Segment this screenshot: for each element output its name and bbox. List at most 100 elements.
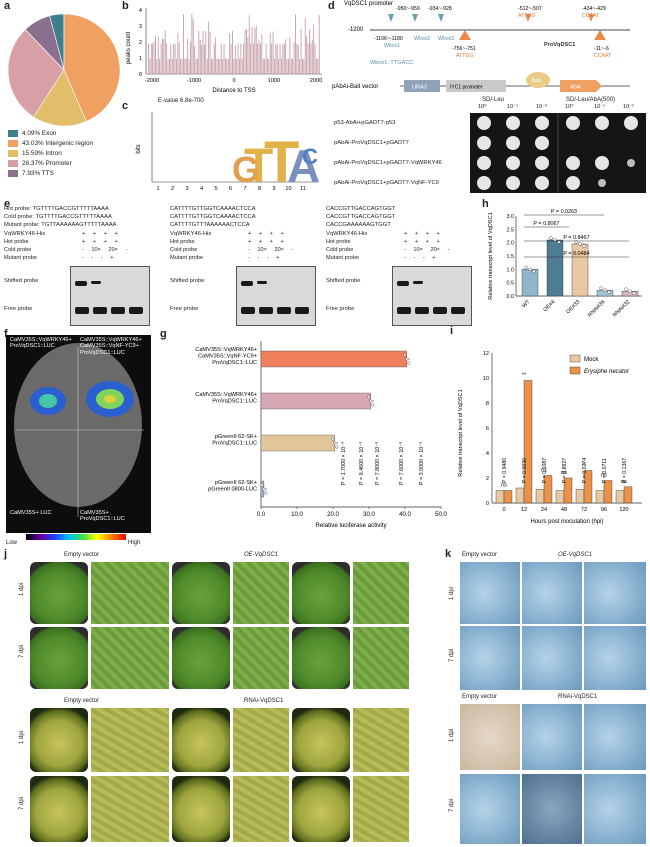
motif-letter-t2: T (264, 130, 299, 194)
hist-bar (198, 31, 200, 74)
hist-bar (278, 58, 280, 74)
gel-band (295, 307, 309, 314)
i-sig: ns (601, 473, 607, 479)
k-7dpi-bottom: 7 dpi (449, 798, 456, 812)
legend-label: 4.09% Exon (22, 129, 57, 137)
h-ytick: 1.5 (507, 254, 515, 260)
gel-band (129, 307, 143, 314)
hist-bar (261, 34, 263, 74)
micro-image (522, 626, 582, 690)
microscopy-panel: Empty vector OE-VqDSC1 1 dpi 7 dpi Empty… (448, 552, 648, 847)
panel-label-j: j (4, 548, 8, 560)
i-xtick: 0 (502, 507, 505, 513)
leaf-zoom (91, 776, 169, 842)
site-m2-range: -11~-6 (594, 46, 609, 52)
yeast-colony (598, 179, 606, 187)
h-ytick: 0.5 (507, 281, 515, 287)
hist-xlabel: Distance to TSS (212, 88, 255, 94)
yeast-colony (506, 116, 520, 130)
wbox3-range: -934~-928 (428, 6, 452, 12)
hist-bar (239, 58, 240, 74)
leaf-zoom (233, 562, 289, 624)
motif-xtick: 10 (285, 186, 291, 192)
g-category-label: pGreenII 0800-LUC (208, 486, 257, 492)
i-bar (535, 489, 545, 504)
yeast-colony (627, 159, 635, 167)
hist-bar (264, 58, 266, 74)
legend-label: 7.93% TTS (22, 169, 54, 177)
hist-bar (310, 43, 312, 74)
hist-bar (194, 46, 196, 74)
j-1dpi-bottom: 1 dpi (19, 730, 26, 744)
hist-bar (202, 30, 204, 74)
hist-bar (227, 58, 229, 74)
luciferase-chart: 0.0 10.0 20.0 30.0 40.0 50.0 Relative lucifera… (195, 341, 447, 529)
motif-xtick: 4 (200, 186, 203, 192)
i-bar (615, 490, 625, 504)
y1h-row-label: pAbAi-ProVqDSC1+pGADT7-VqNF-YC9 (334, 180, 439, 186)
g-category-label: ProVqDSC1::LUC (212, 398, 257, 404)
hist-bar (223, 43, 225, 74)
hist-bar (290, 58, 292, 74)
site-m1-seq: ATTGG (456, 53, 473, 59)
luc-high: High (128, 540, 141, 546)
h-point (603, 288, 607, 292)
motif-xtick: 9 (272, 186, 275, 192)
hist-bar (269, 33, 271, 74)
hist-bar (171, 58, 173, 74)
hist-bar (309, 29, 310, 74)
h-pvalue: P = 0.8067 (533, 221, 559, 227)
panel-label-g: g (160, 328, 167, 340)
hist-bar (282, 43, 284, 74)
g-category-label: pGreenII 62-SK+ (215, 480, 257, 486)
hist-bar (177, 32, 179, 74)
hist-bar (178, 42, 180, 74)
hist-bar (209, 31, 211, 74)
hist-bar (283, 43, 285, 74)
leaf-image (30, 562, 88, 624)
yeast-colony (535, 136, 549, 150)
emsa-shifted-label: Shifted probe (4, 278, 39, 284)
g-point (403, 353, 407, 357)
emsa-hot-probe: CACCGTTGACCAGTGGT (326, 206, 396, 212)
y1h-dilution: 10⁻² (536, 104, 548, 110)
g-point (405, 357, 409, 361)
hist-bar (289, 36, 291, 74)
hist-bar (240, 43, 242, 74)
legend-swatch (8, 169, 18, 177)
k-empty-vector-top: Empty vector (462, 552, 498, 558)
panel-label-e: e (4, 198, 11, 210)
leaf-image (292, 776, 350, 842)
motif-xtick: 7 (243, 186, 246, 192)
panel-label-d: d (328, 0, 335, 12)
leaf-zoom (91, 562, 169, 624)
hist-bar (225, 58, 226, 74)
hist-bar (162, 38, 163, 74)
hist-bar (253, 43, 254, 74)
g-point (335, 445, 339, 449)
leaf-zoom (353, 776, 409, 842)
hist-bar (254, 28, 256, 75)
hist-bar (174, 43, 176, 74)
hist-bar (167, 58, 169, 74)
panel-label-f: f (4, 328, 8, 340)
emsa-row-signs: + + + + (248, 231, 284, 237)
i-pvalue: P = 0.0711 (602, 458, 608, 483)
emsa-row-label: Hot probe (326, 239, 351, 245)
leaf-image (172, 562, 230, 624)
hist-bar (296, 43, 298, 74)
j-1dpi-top: 1 dpi (19, 582, 26, 596)
motif-xtick: 6 (229, 186, 232, 192)
emsa-row-label: Hot probe (4, 239, 29, 245)
hist-bar (244, 30, 246, 74)
hist-bar (307, 43, 309, 74)
i-bar (503, 490, 513, 504)
emsa-gel (70, 266, 150, 326)
legend-label: 28.37% Promoter (22, 159, 72, 167)
emsa-cold-probe: CACCGTTGACCAGTGGT (326, 214, 396, 220)
emsa-row-label: Cold probe (326, 247, 354, 253)
hist-bar (234, 45, 236, 74)
motif-ylabel: bits (136, 144, 142, 153)
i-xlabel: Hours post inoculation (hpi) (530, 519, 603, 525)
ura3-box: URA3 (412, 85, 427, 91)
